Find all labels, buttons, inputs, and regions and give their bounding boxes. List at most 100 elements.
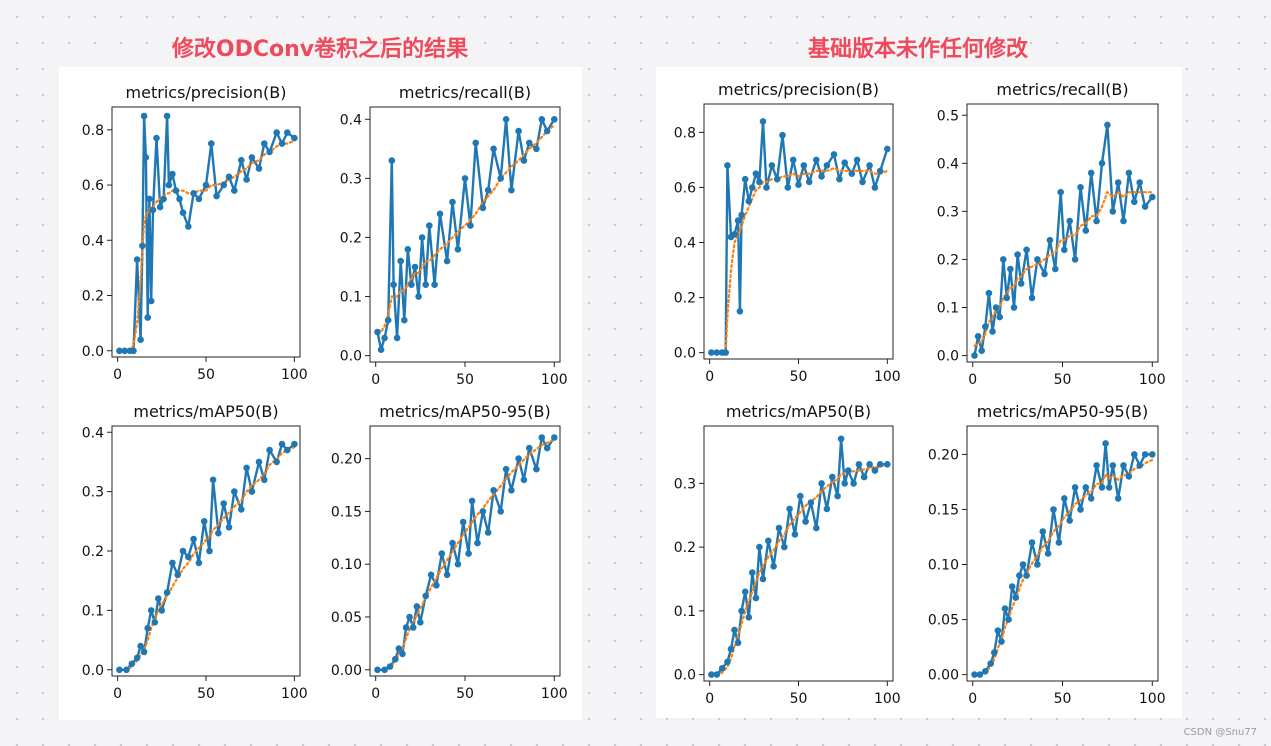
results-line — [711, 437, 888, 676]
data-point — [142, 154, 150, 161]
data-point — [169, 170, 176, 178]
data-point — [261, 476, 268, 484]
data-point — [497, 175, 505, 182]
data-point — [248, 488, 256, 495]
y-tick-label: 0.1 — [340, 290, 362, 306]
chart-title: metrics/recall(B) — [399, 83, 531, 102]
data-point — [1120, 462, 1127, 469]
data-point — [238, 156, 245, 164]
data-point — [490, 145, 497, 153]
data-point — [426, 222, 433, 229]
data-point — [374, 666, 381, 674]
data-point — [160, 195, 167, 203]
data-point — [1071, 484, 1079, 491]
y-tick-label: 0.20 — [331, 452, 362, 468]
x-tick-label: 50 — [197, 686, 215, 702]
data-point — [859, 178, 866, 186]
x-tick-label: 50 — [1054, 691, 1072, 707]
chart-6: metrics/recall(B) 0 50 100 0.0 0.1 0.2 0.3 0.4 0.… — [937, 80, 1166, 388]
data-point — [155, 595, 162, 602]
data-point — [1141, 203, 1149, 210]
data-point — [417, 619, 424, 626]
x-tick-label: 50 — [456, 686, 474, 702]
data-point — [1087, 169, 1095, 177]
data-point — [708, 671, 715, 678]
data-point — [140, 112, 148, 120]
data-point — [989, 328, 996, 335]
x-tick-label: 50 — [197, 367, 215, 383]
data-point — [884, 145, 891, 153]
x-tick-label: 0 — [705, 691, 714, 707]
data-point — [179, 209, 187, 216]
y-tick-label: 0.2 — [82, 544, 104, 560]
data-point — [1077, 184, 1084, 191]
data-point — [508, 487, 515, 494]
data-point — [1000, 256, 1007, 263]
data-point — [738, 607, 745, 615]
data-point — [1114, 179, 1122, 186]
data-point — [526, 139, 533, 147]
data-point — [749, 184, 756, 191]
data-point — [802, 518, 809, 525]
data-point — [813, 524, 820, 532]
data-point — [266, 446, 273, 454]
data-point — [836, 175, 843, 183]
data-point — [195, 559, 203, 567]
data-point — [841, 480, 848, 487]
y-tick-label: 0.2 — [674, 540, 696, 556]
data-point — [266, 148, 273, 156]
plot-frame — [369, 106, 561, 363]
data-point — [763, 184, 770, 191]
y-tick-label: 0.0 — [937, 349, 959, 365]
y-tick-label: 0.10 — [928, 558, 959, 574]
plot-frame — [369, 425, 561, 677]
data-point — [1016, 572, 1023, 579]
data-point — [829, 473, 836, 481]
data-point — [1014, 251, 1021, 258]
data-point — [408, 281, 415, 289]
data-point — [724, 658, 731, 666]
data-point — [727, 645, 735, 653]
data-point — [830, 151, 838, 158]
chart-3: metrics/mAP50(B) 0 50 100 0.0 0.1 0.2 0.3 0.4 — [82, 402, 308, 702]
x-tick-label: 100 — [874, 369, 901, 385]
x-tick-label: 100 — [874, 691, 901, 707]
data-point — [220, 181, 227, 189]
data-point — [243, 176, 250, 183]
data-point — [538, 116, 546, 123]
data-point — [1052, 265, 1059, 273]
y-tick-label: 0.15 — [331, 504, 362, 520]
data-point — [978, 347, 985, 355]
data-point — [1136, 462, 1143, 469]
y-tick-label: 0.6 — [674, 180, 696, 196]
chart-title: metrics/mAP50-95(B) — [977, 402, 1148, 421]
smooth-line — [973, 458, 1154, 676]
data-point — [1098, 160, 1106, 167]
data-point — [479, 508, 487, 515]
y-tick-label: 0.20 — [928, 447, 959, 463]
y-tick-label: 0.4 — [82, 425, 104, 441]
data-point — [433, 582, 440, 589]
data-point — [985, 289, 993, 297]
data-point — [1109, 462, 1117, 469]
y-tick-label: 0.0 — [82, 663, 104, 679]
x-tick-label: 50 — [456, 372, 474, 388]
data-point — [1034, 561, 1041, 568]
y-tick-label: 0.8 — [674, 125, 696, 141]
data-point — [502, 116, 510, 123]
data-point — [202, 181, 210, 189]
data-point — [1028, 539, 1036, 546]
data-point — [871, 184, 879, 191]
plot-frame — [966, 103, 1159, 363]
data-point — [1066, 517, 1073, 524]
data-point — [866, 162, 873, 169]
data-point — [1098, 484, 1106, 491]
data-point — [1114, 495, 1122, 502]
x-tick-label: 50 — [790, 369, 808, 385]
data-point — [1010, 304, 1018, 311]
data-point — [133, 654, 141, 662]
data-point — [179, 547, 187, 555]
data-point — [807, 499, 815, 506]
x-tick-label: 100 — [1139, 372, 1166, 388]
